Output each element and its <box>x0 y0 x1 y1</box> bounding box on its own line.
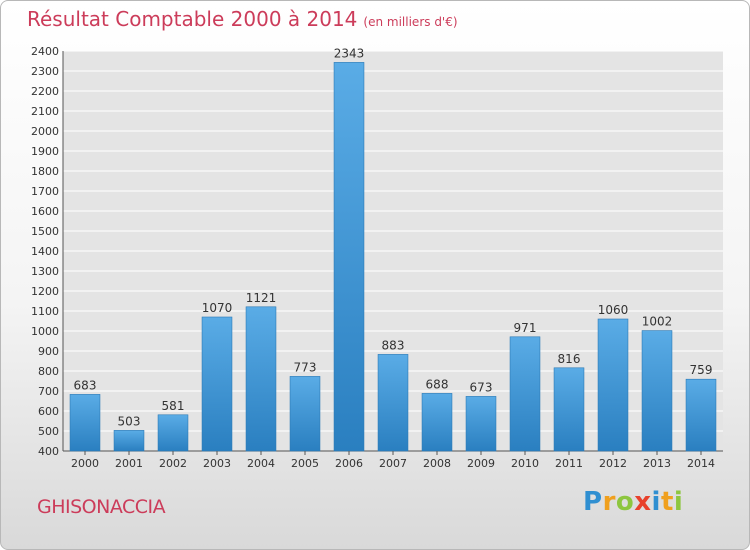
x-tick-label: 2006 <box>335 457 363 470</box>
y-tick-label: 1100 <box>31 305 59 318</box>
x-tick-label: 2010 <box>511 457 539 470</box>
y-tick-label: 2200 <box>31 85 59 98</box>
logo-letter: t <box>660 487 674 517</box>
x-tick-label: 2005 <box>291 457 319 470</box>
value-label: 883 <box>382 338 405 352</box>
bar <box>333 62 365 452</box>
logo-letter: i <box>651 487 661 517</box>
value-label: 503 <box>118 414 141 428</box>
logo-letter: P <box>583 487 603 517</box>
bar <box>69 394 101 452</box>
y-tick-label: 1700 <box>31 185 59 198</box>
bar <box>509 336 541 452</box>
y-tick-label: 1400 <box>31 245 59 258</box>
logo-letter: x <box>634 487 652 517</box>
value-label: 1060 <box>598 303 629 317</box>
y-tick-label: 500 <box>38 425 59 438</box>
value-label: 773 <box>294 360 317 374</box>
y-tick-label: 400 <box>38 445 59 458</box>
bar <box>553 367 585 452</box>
value-label: 2343 <box>334 46 365 60</box>
x-tick-label: 2012 <box>599 457 627 470</box>
proxiti-logo: Proxiti <box>583 487 683 517</box>
x-tick-label: 2009 <box>467 457 495 470</box>
bar <box>201 316 233 452</box>
x-tick-label: 2003 <box>203 457 231 470</box>
y-tick-label: 1300 <box>31 265 59 278</box>
bar <box>289 376 321 452</box>
chart-subtitle: (en milliers d'€) <box>363 15 458 29</box>
y-tick-label: 900 <box>38 345 59 358</box>
x-tick-label: 2001 <box>115 457 143 470</box>
x-tick-label: 2011 <box>555 457 583 470</box>
y-tick-label: 700 <box>38 385 59 398</box>
y-tick-label: 1000 <box>31 325 59 338</box>
y-tick-label: 600 <box>38 405 59 418</box>
place-name: GHISONACCIA <box>37 496 166 518</box>
value-label: 816 <box>558 352 581 366</box>
x-tick-label: 2013 <box>643 457 671 470</box>
bar <box>465 396 497 452</box>
y-tick-label: 800 <box>38 365 59 378</box>
y-tick-label: 1900 <box>31 145 59 158</box>
x-tick-label: 2000 <box>71 457 99 470</box>
value-label: 688 <box>426 377 449 391</box>
value-label: 683 <box>74 378 97 392</box>
logo-letter: i <box>673 487 684 517</box>
bar <box>377 354 409 452</box>
x-tick-label: 2004 <box>247 457 275 470</box>
value-label: 1121 <box>246 291 277 305</box>
value-label: 673 <box>470 380 493 394</box>
y-tick-label: 2300 <box>31 65 59 78</box>
bar <box>113 430 145 452</box>
logo-letter: o <box>615 487 635 517</box>
bar <box>641 330 673 452</box>
y-tick-label: 1600 <box>31 205 59 218</box>
x-tick-label: 2007 <box>379 457 407 470</box>
title-text: Résultat Comptable 2000 à 2014 <box>27 7 358 31</box>
bar <box>157 414 189 452</box>
x-tick-label: 2008 <box>423 457 451 470</box>
y-tick-label: 1200 <box>31 285 59 298</box>
y-tick-label: 2100 <box>31 105 59 118</box>
y-tick-label: 2000 <box>31 125 59 138</box>
bar <box>245 306 277 452</box>
chart-title: Résultat Comptable 2000 à 2014 (en millie… <box>27 7 458 31</box>
value-label: 1002 <box>642 315 673 329</box>
x-tick-label: 2014 <box>687 457 715 470</box>
value-label: 971 <box>514 321 537 335</box>
value-label: 1070 <box>202 301 233 315</box>
y-tick-label: 1800 <box>31 165 59 178</box>
y-tick-label: 1500 <box>31 225 59 238</box>
logo-letter: r <box>602 487 616 517</box>
y-tick-label: 2400 <box>31 45 59 58</box>
value-label: 759 <box>690 363 713 377</box>
bar <box>597 318 629 452</box>
bar <box>421 393 453 452</box>
x-tick-label: 2002 <box>159 457 187 470</box>
value-label: 581 <box>162 399 185 413</box>
bar <box>685 378 717 452</box>
